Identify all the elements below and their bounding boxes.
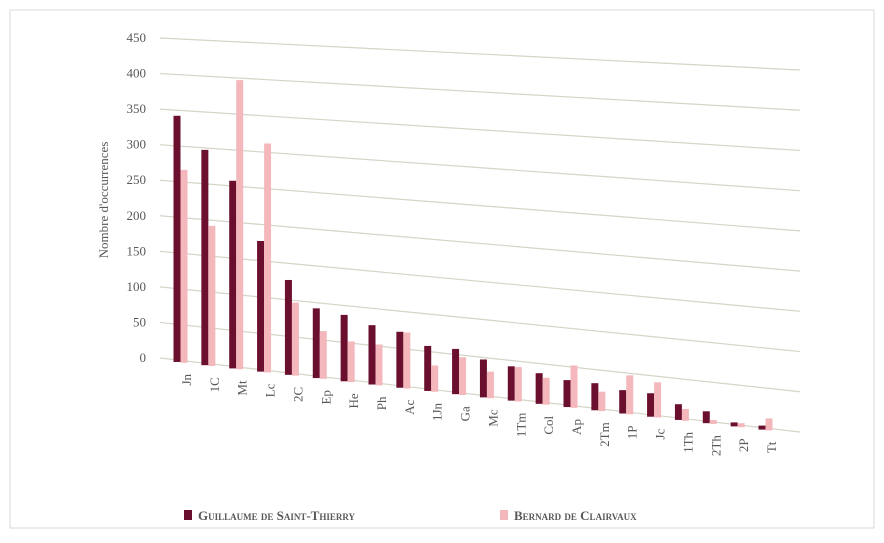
bar	[709, 420, 717, 424]
bar	[347, 341, 355, 383]
x-tick-label: Ac	[402, 400, 417, 415]
legend-swatch	[500, 510, 508, 520]
bar	[654, 382, 662, 418]
x-tick-label: 2P	[736, 438, 751, 452]
x-tick-label: He	[346, 393, 361, 408]
bar	[291, 302, 299, 376]
y-tick-label: 400	[127, 66, 147, 81]
y-tick-label: 50	[133, 314, 146, 329]
y-tick-label: 0	[140, 350, 147, 365]
bar	[396, 331, 404, 388]
legend-label: Guillaume de Saint-Thierry	[198, 508, 356, 523]
x-tick-label: Ep	[318, 390, 333, 404]
bar	[730, 422, 738, 427]
x-tick-label: Mc	[485, 409, 500, 427]
y-tick-label: 150	[127, 243, 147, 258]
bar	[236, 80, 244, 370]
bar	[431, 365, 439, 392]
x-tick-label: Col	[541, 415, 556, 434]
bar	[319, 331, 327, 379]
y-tick-label: 100	[127, 279, 147, 294]
bar	[264, 143, 272, 373]
grid-line	[159, 108, 801, 152]
bar	[257, 240, 265, 372]
grid-line	[159, 72, 801, 111]
x-tick-label: Ph	[374, 396, 389, 410]
bar	[201, 149, 209, 366]
x-tick-label: 2C	[290, 387, 305, 402]
bar	[403, 332, 411, 389]
bar	[570, 365, 578, 408]
x-tick-label: 2Th	[708, 435, 723, 456]
bar	[375, 344, 383, 386]
bar	[479, 359, 487, 398]
bar	[626, 375, 634, 415]
bar	[758, 425, 766, 430]
x-tick-label: 2Tm	[597, 422, 612, 447]
bar	[535, 373, 543, 404]
y-tick-label: 350	[127, 101, 147, 116]
bar	[674, 404, 682, 420]
x-tick-label: Ap	[569, 419, 584, 435]
x-tick-label: 1C	[207, 377, 222, 392]
bar	[647, 393, 655, 417]
bar	[368, 325, 376, 385]
x-tick-label: 1Jn	[430, 402, 445, 421]
x-tick-label: Jn	[179, 373, 194, 385]
bar	[598, 391, 606, 412]
bar	[424, 345, 432, 391]
x-tick-label: Jc	[653, 429, 668, 440]
bar	[284, 279, 292, 375]
x-tick-label: Mt	[235, 380, 250, 396]
bar	[702, 411, 710, 424]
bar	[619, 390, 627, 414]
bar	[563, 380, 571, 408]
x-tick-label: 1P	[625, 426, 640, 440]
x-tick-label: 1Tm	[513, 413, 528, 438]
bar	[507, 366, 515, 401]
bar	[312, 308, 320, 379]
bar	[459, 357, 467, 395]
x-tick-label: Tt	[764, 441, 779, 453]
bar	[486, 371, 494, 399]
bar	[681, 408, 689, 421]
legend-swatch	[184, 510, 192, 520]
bar	[542, 377, 550, 405]
x-tick-label: 1Th	[680, 431, 695, 452]
bar	[765, 418, 773, 431]
frame	[9, 9, 875, 529]
y-tick-label: 300	[127, 137, 147, 152]
y-tick-label: 450	[127, 30, 147, 45]
bar	[591, 383, 599, 411]
bar	[340, 314, 348, 382]
grid-line	[159, 37, 801, 71]
x-tick-label: Ga	[458, 406, 473, 421]
y-tick-label: 250	[127, 172, 147, 187]
bar	[180, 169, 188, 363]
bar	[452, 348, 460, 395]
y-axis-label: Nombre d'occurrences	[96, 142, 111, 259]
bar	[514, 367, 522, 402]
bar	[229, 180, 237, 369]
x-tick-label: Lc	[263, 383, 278, 397]
bar	[173, 115, 181, 362]
bar	[737, 423, 745, 428]
legend-label: Bernard de Clairvaux	[514, 508, 637, 523]
bar	[208, 225, 216, 366]
y-tick-label: 200	[127, 208, 147, 223]
